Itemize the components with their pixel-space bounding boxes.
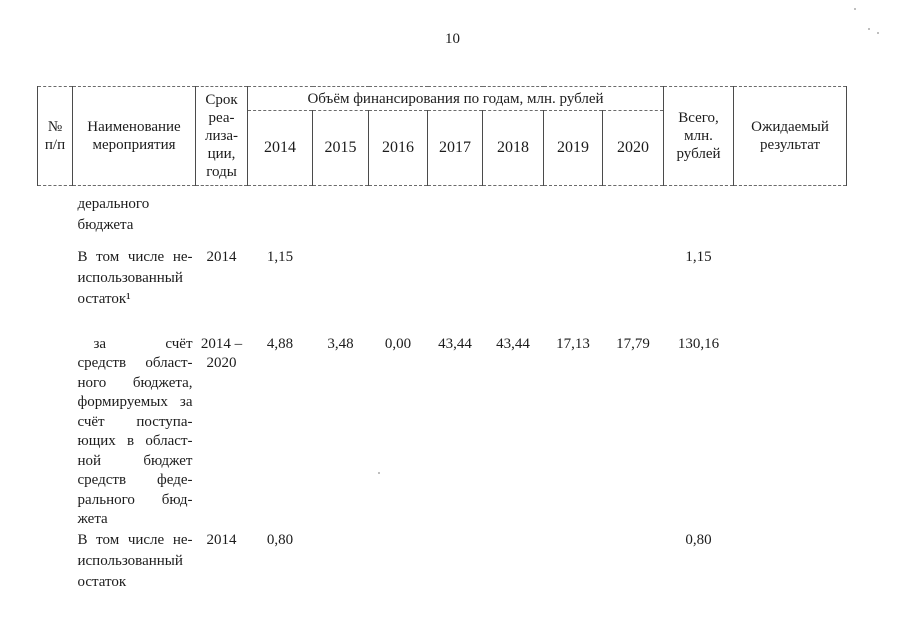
cell-2017: 43,44 [438, 335, 472, 352]
cell-2016 [369, 247, 428, 335]
cell-expected-result [734, 335, 847, 530]
cell-2020 [603, 247, 664, 335]
cell-2019: 17,13 [556, 335, 590, 352]
cell-row-number [38, 530, 73, 593]
cell-term: 2014 [206, 248, 237, 265]
cell-2020 [603, 530, 664, 593]
table-row: В том числе не- использованный остаток¹ … [38, 247, 847, 335]
cell-expected-result [734, 530, 847, 593]
cell-2019 [544, 530, 603, 593]
cell-term [196, 186, 248, 247]
header-cell-year-2014: 2014 [247, 110, 313, 186]
cell-row-number [38, 335, 73, 530]
cell-total [664, 186, 734, 247]
header-cell-year-2020: 2020 [601, 110, 665, 186]
cell-term: 2014 – 2020 [200, 335, 243, 372]
header-years-row: 2014 2015 2016 2017 2018 2019 2020 [38, 110, 847, 186]
table-row: дерального бюджета [38, 186, 847, 247]
cell-total: 130,16 [677, 335, 720, 352]
cell-2015 [313, 530, 369, 593]
cell-2014: 4,88 [266, 335, 294, 352]
cell-2017 [428, 186, 483, 247]
header-cell-finance-band: Объём финансирования по годам, млн. рубл… [246, 86, 665, 111]
cell-measure-name: В том числе не- использованный остаток [77, 531, 193, 590]
cell-2017 [428, 530, 483, 593]
header-cell-year-2015: 2015 [312, 110, 369, 186]
cell-measure-name: В том числе не- использованный остаток¹ [77, 248, 193, 307]
cell-2014: 1,15 [266, 248, 294, 265]
cell-expected-result [734, 186, 847, 247]
scan-speck [877, 32, 879, 34]
cell-2020 [603, 186, 664, 247]
cell-2014: 0,80 [266, 531, 294, 548]
cell-row-number [38, 186, 73, 247]
header-cell-number: № п/п [37, 86, 73, 186]
header-cell-year-2017: 2017 [427, 110, 483, 186]
page-number: 10 [445, 31, 460, 47]
cell-2018 [483, 247, 544, 335]
header-cell-year-2018: 2018 [482, 110, 544, 186]
cell-2017 [428, 247, 483, 335]
scan-speck [868, 28, 870, 30]
table-body: дерального бюджета В том числе не- испол… [38, 186, 847, 593]
cell-measure-name: дерального бюджета [77, 196, 150, 233]
cell-2019 [544, 186, 603, 247]
header-cell-total: Всего, млн. рублей [663, 86, 735, 186]
cell-total: 0,80 [685, 531, 712, 548]
cell-term: 2014 [206, 531, 237, 548]
table-row: В том числе не- использованный остаток 2… [38, 530, 847, 593]
header-band-row: № п/п Наименование мероприятия Срок реа-… [37, 86, 848, 186]
cell-2016 [369, 186, 428, 247]
cell-2015 [313, 186, 369, 247]
cell-2014 [248, 186, 313, 247]
table-row: за счёт средств област- ного бюджета, фо… [38, 335, 847, 530]
cell-2018 [483, 530, 544, 593]
table-header: № п/п Наименование мероприятия Срок реа-… [37, 86, 848, 186]
cell-total: 1,15 [685, 248, 712, 265]
scan-speck [378, 472, 380, 474]
cell-expected-result [734, 247, 847, 335]
header-cell-expected-result: Ожидаемый результат [733, 86, 848, 186]
cell-2016 [369, 530, 428, 593]
cell-2019 [544, 247, 603, 335]
cell-measure-name: за счёт средств област- ного бюджета, фо… [77, 335, 193, 528]
header-cell-year-2016: 2016 [368, 110, 428, 186]
cell-2015 [313, 247, 369, 335]
header-cell-year-2019: 2019 [543, 110, 603, 186]
financing-table: № п/п Наименование мероприятия Срок реа-… [37, 86, 848, 593]
header-cell-term: Срок реа- лиза- ции, годы [195, 86, 248, 186]
cell-2020: 17,79 [616, 335, 650, 352]
cell-row-number [38, 247, 73, 335]
cell-2018: 43,44 [496, 335, 530, 352]
cell-2015: 3,48 [327, 335, 354, 352]
header-cell-measure-name: Наименование мероприятия [72, 86, 196, 186]
scan-speck [854, 8, 856, 10]
cell-2016: 0,00 [384, 335, 412, 352]
cell-2018 [483, 186, 544, 247]
